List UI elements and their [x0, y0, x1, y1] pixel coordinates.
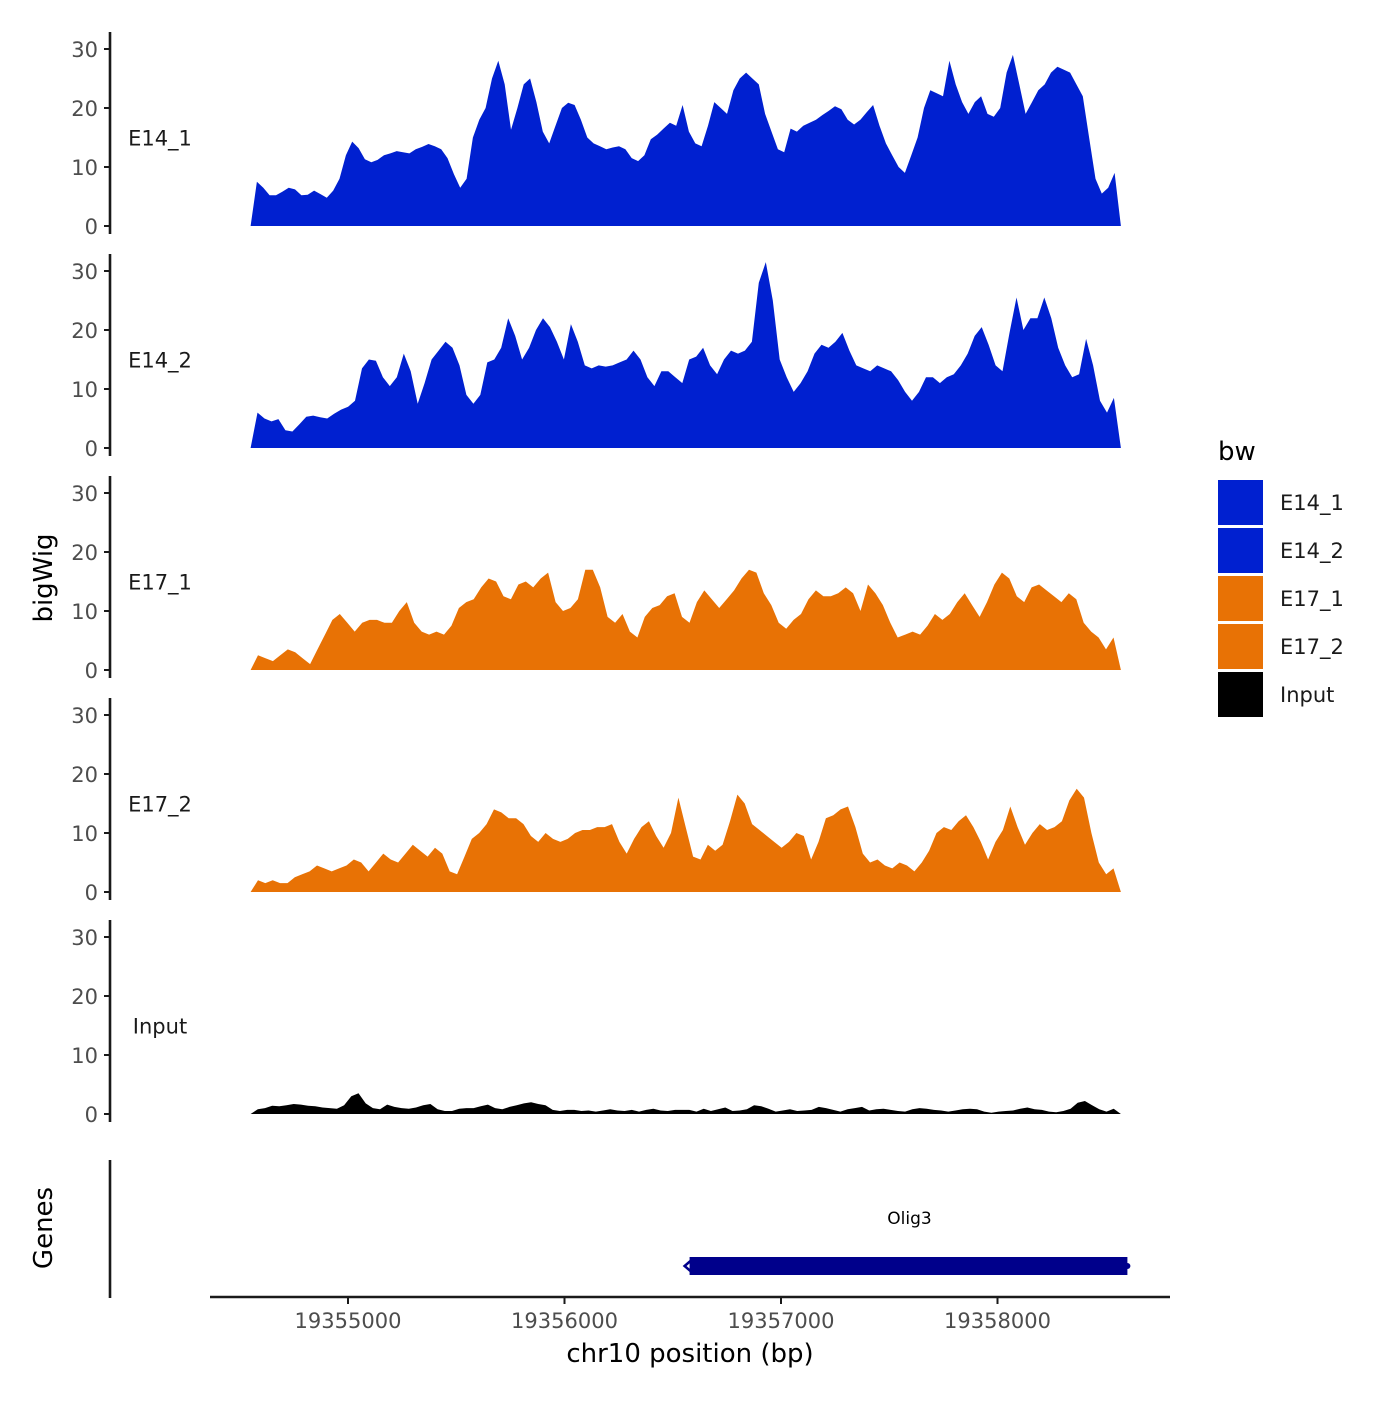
y-tick-label: 10 — [71, 600, 98, 624]
track-label: E17_1 — [128, 571, 192, 596]
coverage-area-E14_2 — [250, 262, 1121, 448]
y-tick-label: 0 — [85, 215, 98, 239]
legend-item-E14_2: E14_2 — [1218, 528, 1344, 573]
x-axis-title: chr10 position (bp) — [566, 1339, 813, 1369]
legend-label: E14_2 — [1280, 539, 1344, 564]
legend-swatch — [1218, 528, 1263, 573]
y-tick-label: 0 — [85, 659, 98, 683]
legend-swatch — [1218, 576, 1263, 621]
y-tick-label: 10 — [71, 156, 98, 180]
legend-label: E14_1 — [1280, 491, 1344, 516]
x-tick-label: 19356000 — [511, 1309, 618, 1333]
coverage-area-E17_2 — [250, 788, 1121, 892]
y-tick-label: 0 — [85, 881, 98, 905]
track-label: E17_2 — [128, 793, 192, 818]
track-label: E14_2 — [128, 349, 192, 374]
genes-track: Olig3 — [108, 1160, 1131, 1298]
y-tick-label: 30 — [71, 704, 98, 728]
y-tick-label: 30 — [71, 482, 98, 506]
x-tick-label: 19357000 — [728, 1309, 835, 1333]
track-label: Input — [133, 1015, 187, 1039]
legend-label: E17_2 — [1280, 635, 1344, 660]
coverage-area-E17_1 — [250, 569, 1121, 670]
y-tick-label: 0 — [85, 1103, 98, 1127]
y-tick-label: 30 — [71, 38, 98, 62]
y-tick-label: 20 — [71, 763, 98, 787]
legend-swatch — [1218, 480, 1263, 525]
legend-swatch — [1218, 672, 1263, 717]
x-tick-label: 19358000 — [944, 1309, 1051, 1333]
coverage-area-E14_1 — [250, 54, 1121, 227]
y-tick-label: 10 — [71, 1044, 98, 1068]
y-tick-label: 30 — [71, 926, 98, 950]
gene-Olig3: Olig3 — [682, 1209, 1131, 1275]
y-tick-label: 30 — [71, 260, 98, 284]
coverage-tracks: 0 10 20 30 E14_1 0 10 20 30 E14_2 0 10 20 30 E17_1 0 10 2… — [71, 32, 1121, 1127]
track-label: E14_1 — [128, 127, 192, 152]
gene-end-marker — [1124, 1263, 1131, 1269]
legend-item-E14_1: E14_1 — [1218, 480, 1344, 525]
legend-label: E17_1 — [1280, 587, 1344, 612]
legend-label: Input — [1280, 683, 1334, 707]
gene-label: Olig3 — [887, 1209, 931, 1229]
y-tick-label: 0 — [85, 437, 98, 461]
x-tick-label: 19355000 — [295, 1309, 402, 1333]
gene-body — [689, 1257, 1128, 1275]
genes-axis-title: Genes — [29, 1187, 59, 1269]
coverage-area-Input — [250, 1093, 1121, 1114]
y-tick-label: 20 — [71, 319, 98, 343]
y-tick-label: 20 — [71, 985, 98, 1009]
track-E14_2: 0 10 20 30 E14_2 — [71, 254, 1121, 461]
track-E17_2: 0 10 20 30 E17_2 — [71, 698, 1121, 905]
y-tick-label: 20 — [71, 541, 98, 565]
track-Input: 0 10 20 30 Input — [71, 920, 1121, 1127]
track-E17_1: 0 10 20 30 E17_1 — [71, 476, 1121, 683]
legend-title: bw — [1218, 437, 1256, 467]
track-E14_1: 0 10 20 30 E14_1 — [71, 32, 1121, 239]
x-axis: 19355000 19356000 19357000 19358000 — [210, 1295, 1170, 1333]
legend-item-E17_1: E17_1 — [1218, 576, 1344, 621]
legend-swatch — [1218, 624, 1263, 669]
y-tick-label: 20 — [71, 97, 98, 121]
y-tick-label: 10 — [71, 378, 98, 402]
legend-item-Input: Input — [1218, 672, 1334, 717]
strand-arrow — [682, 1259, 693, 1273]
legend-item-E17_2: E17_2 — [1218, 624, 1344, 669]
legend: bw E14_1 E14_2 E17_1 E17_2 Input — [1218, 437, 1344, 717]
y-axis-title: bigWig — [29, 533, 59, 622]
y-tick-label: 10 — [71, 822, 98, 846]
